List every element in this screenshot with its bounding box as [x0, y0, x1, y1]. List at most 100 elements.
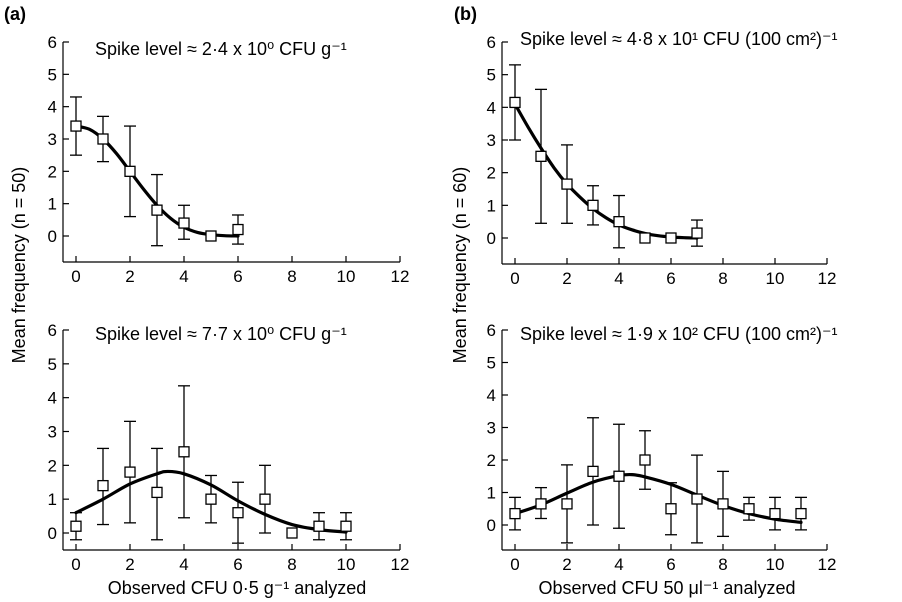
fit-curve — [74, 469, 348, 534]
x-tick-label: 6 — [666, 555, 675, 574]
data-point — [313, 520, 325, 532]
y-tick-label: 1 — [487, 196, 496, 215]
data-point — [665, 503, 677, 515]
x-tick-label: 8 — [287, 267, 296, 286]
x-tick-label: 6 — [233, 267, 242, 286]
data-point — [70, 120, 82, 132]
data-point — [205, 493, 217, 505]
data-point — [286, 527, 298, 539]
y-tick-label: 5 — [487, 354, 496, 373]
y-tick-label: 6 — [48, 321, 57, 340]
x-tick-label: 8 — [718, 269, 727, 288]
x-tick-label: 0 — [510, 555, 519, 574]
y-tick-label: 6 — [487, 321, 496, 340]
y-tick-label: 6 — [487, 33, 496, 52]
fit-curve — [513, 102, 699, 240]
data-point — [124, 165, 136, 177]
data-point — [587, 465, 599, 478]
data-point — [509, 96, 521, 109]
y-tick-label: 3 — [487, 419, 496, 438]
x-tick-label: 0 — [71, 555, 80, 574]
y-tick-label: 5 — [48, 65, 57, 84]
data-point — [205, 230, 217, 242]
x-tick-label: 8 — [718, 555, 727, 574]
x-axis-label-a: Observed CFU 0·5 g⁻¹ analyzed — [108, 578, 367, 598]
data-point — [232, 507, 244, 519]
data-point — [613, 470, 625, 482]
y-tick-label: 4 — [487, 98, 496, 117]
data-point — [178, 446, 190, 458]
y-tick-label: 5 — [48, 355, 57, 374]
data-point — [151, 204, 163, 216]
x-tick-label: 10 — [766, 555, 785, 574]
x-tick-label: 10 — [766, 269, 785, 288]
data-point — [587, 199, 599, 211]
data-point — [691, 493, 703, 505]
y-tick-label: 6 — [48, 33, 57, 52]
y-tick-label: 0 — [48, 227, 57, 246]
y-tick-label: 1 — [48, 490, 57, 509]
data-point — [717, 498, 729, 510]
data-point — [613, 216, 625, 228]
data-point — [509, 507, 521, 520]
y-axis-label-b: Mean frequency (n = 60) — [450, 167, 470, 364]
y-tick-label: 2 — [487, 164, 496, 183]
x-tick-label: 4 — [614, 555, 623, 574]
data-point — [97, 479, 109, 492]
spike-level-annotation: Spike level ≈ 7·7 x 10⁰ CFU g⁻¹ — [95, 324, 347, 344]
data-point — [561, 498, 573, 510]
data-point — [639, 454, 651, 466]
x-tick-label: 4 — [179, 267, 188, 286]
y-tick-label: 0 — [487, 229, 496, 248]
data-point — [639, 232, 651, 244]
data-point — [70, 520, 82, 532]
spike-level-annotation: Spike level ≈ 1·9 x 10² CFU (100 cm²)⁻¹ — [520, 324, 837, 344]
y-tick-label: 2 — [487, 451, 496, 470]
x-tick-label: 10 — [337, 555, 356, 574]
data-point — [97, 133, 109, 145]
x-tick-label: 0 — [71, 267, 80, 286]
y-tick-label: 1 — [48, 195, 57, 214]
y-tick-label: 0 — [487, 516, 496, 535]
data-point — [665, 232, 677, 244]
x-axis-label-b: Observed CFU 50 μl⁻¹ analyzed — [539, 578, 796, 598]
y-tick-label: 3 — [48, 423, 57, 442]
x-tick-label: 12 — [391, 267, 410, 286]
x-tick-label: 6 — [666, 269, 675, 288]
data-point — [151, 486, 163, 499]
y-tick-label: 5 — [487, 66, 496, 85]
y-tick-label: 0 — [48, 524, 57, 543]
data-point — [691, 227, 703, 239]
y-tick-label: 1 — [487, 484, 496, 503]
x-tick-label: 0 — [510, 269, 519, 288]
data-point — [124, 466, 136, 478]
y-tick-label: 3 — [487, 131, 496, 150]
x-tick-label: 10 — [337, 267, 356, 286]
data-point — [340, 520, 352, 532]
x-tick-label: 2 — [125, 555, 134, 574]
y-axis-label-a: Mean frequency (n = 50) — [9, 167, 29, 364]
x-tick-label: 8 — [287, 555, 296, 574]
x-tick-label: 2 — [125, 267, 134, 286]
x-tick-label: 2 — [562, 555, 571, 574]
data-point — [535, 498, 547, 510]
x-tick-label: 4 — [179, 555, 188, 574]
spike-level-annotation: Spike level ≈ 4·8 x 10¹ CFU (100 cm²)⁻¹ — [520, 29, 837, 49]
spike-level-annotation: Spike level ≈ 2·4 x 10⁰ CFU g⁻¹ — [95, 39, 347, 59]
y-tick-label: 4 — [48, 98, 57, 117]
panel-letter-b: (b) — [454, 4, 477, 24]
data-point — [743, 503, 755, 515]
x-tick-label: 12 — [818, 555, 837, 574]
x-tick-label: 12 — [391, 555, 410, 574]
x-tick-label: 2 — [562, 269, 571, 288]
y-tick-label: 4 — [48, 389, 57, 408]
y-tick-label: 3 — [48, 130, 57, 149]
data-point — [232, 223, 244, 236]
data-point — [535, 150, 547, 162]
data-point — [561, 178, 573, 190]
